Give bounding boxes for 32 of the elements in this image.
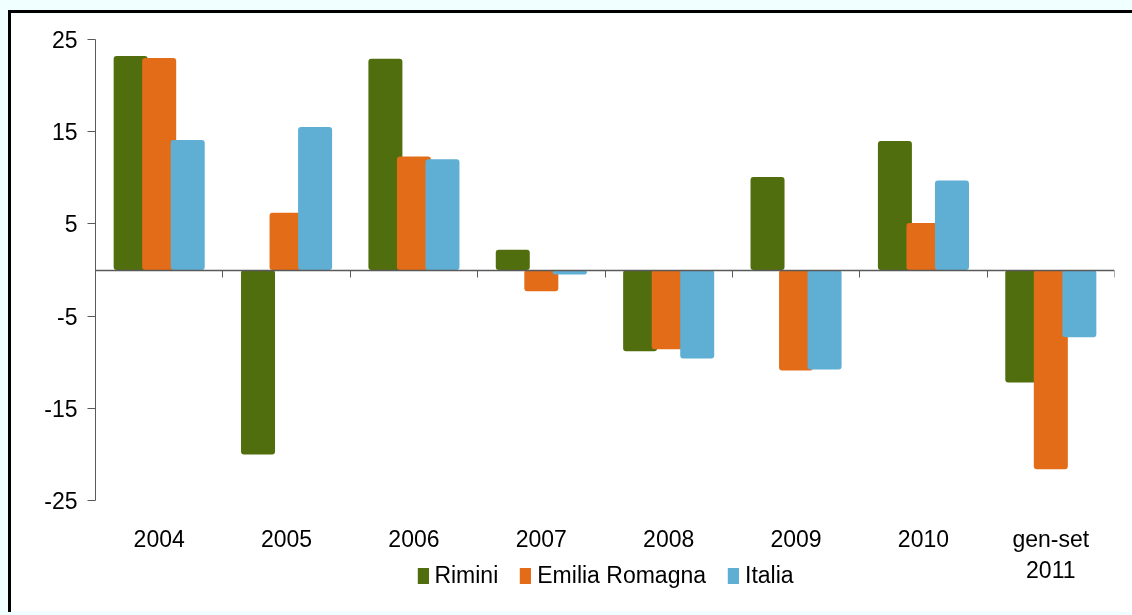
bar <box>241 270 276 455</box>
y-tick-label: -15 <box>44 395 78 422</box>
y-tick-label: 5 <box>64 211 78 238</box>
bar <box>680 270 715 359</box>
y-tick-label: 25 <box>51 27 78 53</box>
y-tick-label: 15 <box>51 119 78 146</box>
x-tick-label: gen-set 2011 <box>1012 525 1090 583</box>
x-tick-label: 2005 <box>260 525 313 552</box>
bar <box>142 57 177 270</box>
bar <box>170 140 205 270</box>
x-tick-label: 2008 <box>643 525 695 552</box>
x-tick-label: 2004 <box>133 525 185 552</box>
x-tick-label: 2006 <box>388 525 440 552</box>
bar <box>934 180 969 270</box>
bar <box>877 140 912 270</box>
bar <box>368 58 403 270</box>
bar <box>298 127 333 270</box>
bar <box>495 249 530 270</box>
bar <box>1033 270 1068 470</box>
bar <box>750 176 785 270</box>
legend-label: Italia <box>745 561 794 589</box>
legend-label: Rimini <box>434 561 499 589</box>
legend-label: Emilia Romagna <box>537 561 707 589</box>
bar <box>807 270 842 370</box>
y-tick-label: -5 <box>57 303 78 330</box>
x-tick-label: 2010 <box>897 525 950 552</box>
bar <box>425 159 460 270</box>
bar <box>524 270 559 292</box>
y-tick-label: -25 <box>44 488 78 514</box>
bar <box>1062 270 1097 338</box>
x-tick-label: 2007 <box>515 525 567 552</box>
x-tick-label: 2009 <box>770 525 822 552</box>
